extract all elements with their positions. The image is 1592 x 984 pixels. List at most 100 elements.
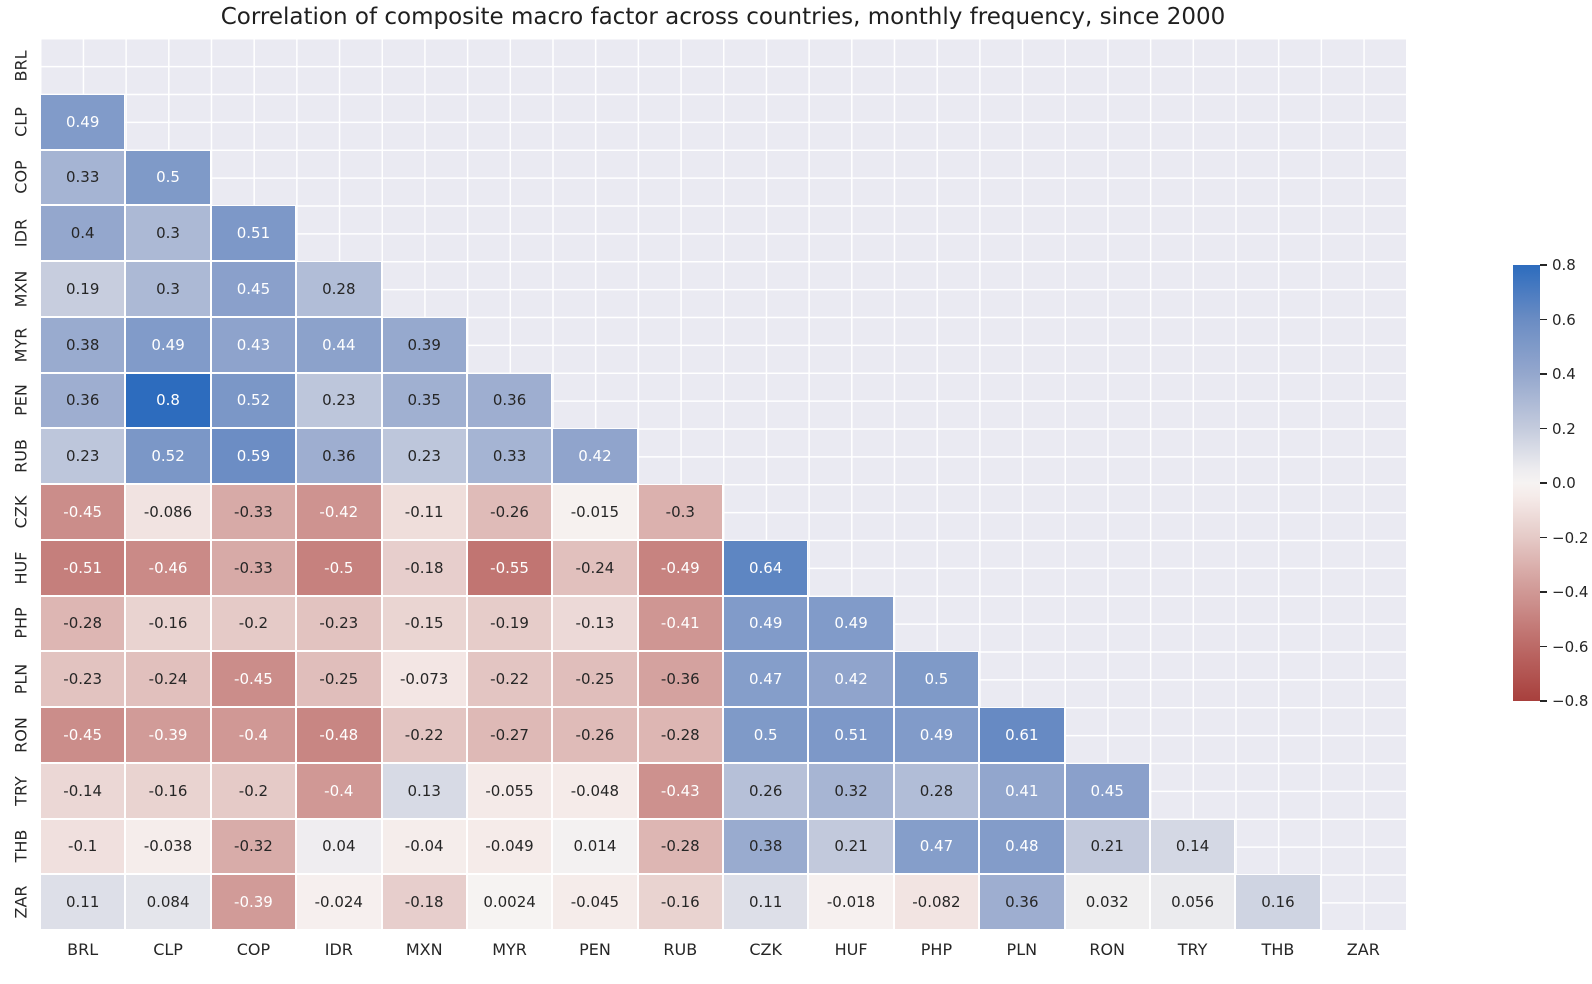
cell-value: 0.51 [236, 224, 271, 243]
y-axis-label: MYR [11, 327, 31, 362]
cell-value: 0.49 [151, 335, 185, 354]
colorbar-gradient [1513, 265, 1540, 701]
heatmap-cell: -0.33 [210, 484, 297, 540]
cell-value: -0.48 [319, 725, 359, 744]
heatmap-cell: 0.47 [893, 818, 980, 875]
cell-value: -0.3 [665, 502, 695, 521]
heatmap-cell: -0.16 [125, 595, 211, 652]
y-axis-label: PEN [11, 384, 31, 417]
y-axis-label: IDR [11, 219, 31, 248]
y-axis-label: BRL [11, 50, 31, 82]
cell-value: -0.16 [148, 614, 188, 633]
heatmap-cell: 0.23 [40, 428, 126, 484]
heatmap-cell: 0.21 [808, 818, 894, 875]
heatmap-cell: 0.64 [723, 539, 809, 596]
cell-value: -0.22 [490, 670, 529, 689]
heatmap-cell: 0.5 [723, 707, 809, 763]
heatmap-cell: -0.18 [381, 874, 467, 930]
heatmap-cell: -0.43 [637, 762, 723, 819]
cell-value: 0.43 [236, 335, 271, 354]
heatmap-cell: 0.61 [979, 707, 1065, 763]
cell-value: 0.11 [748, 893, 783, 912]
cell-value: -0.49 [660, 558, 700, 577]
heatmap-cell: -0.04 [381, 818, 467, 875]
heatmap-cell: 0.41 [979, 762, 1065, 819]
cell-value: -0.2 [238, 614, 269, 633]
cell-value: 0.3 [156, 224, 180, 243]
cell-value: -0.41 [660, 614, 700, 633]
heatmap-cell: 0.49 [808, 595, 894, 652]
heatmap-cell: 0.28 [893, 762, 980, 819]
cell-value: 0.014 [573, 837, 617, 856]
cell-value: 0.36 [65, 391, 100, 410]
heatmap-cell: 0.36 [466, 372, 553, 429]
cell-value: 0.45 [236, 279, 271, 298]
heatmap-cell: -0.49 [637, 539, 723, 596]
colorbar-tick [1540, 536, 1547, 539]
cell-value: -0.23 [319, 614, 359, 633]
heatmap-cell: -0.16 [125, 762, 211, 819]
y-axis-label: RON [11, 717, 31, 753]
heatmap-cell: 0.44 [296, 316, 382, 373]
cell-value: 0.42 [834, 670, 868, 689]
cell-value: -0.24 [575, 558, 615, 577]
x-axis-label: RUB [663, 940, 698, 959]
heatmap-cell: -0.23 [296, 595, 382, 652]
heatmap-cell: 0.47 [723, 651, 809, 707]
y-axis-label: HUF [11, 551, 31, 585]
cell-value: 0.45 [1090, 781, 1124, 800]
cell-value: 0.49 [748, 614, 783, 633]
x-axis-label: CLP [153, 940, 183, 959]
cell-value: 0.47 [748, 670, 783, 689]
colorbar-tick [1540, 373, 1547, 375]
cell-value: 0.36 [1005, 893, 1039, 912]
heatmap-cell: -0.24 [552, 539, 638, 596]
cell-value: -0.39 [148, 725, 188, 744]
heatmap-cell: 0.3 [125, 205, 211, 261]
heatmap-cell: -0.14 [40, 762, 126, 819]
heatmap-cell: 0.38 [723, 818, 809, 875]
colorbar-tick-label: 0.2 [1552, 419, 1576, 438]
cell-value: 0.49 [919, 725, 954, 744]
colorbar-tick [1540, 427, 1547, 430]
cell-value: -0.4 [324, 781, 354, 800]
heatmap-cell: 0.52 [125, 428, 211, 484]
x-axis-label: BRL [67, 940, 99, 959]
y-axis-label: THB [11, 829, 31, 863]
cell-value: -0.33 [234, 558, 273, 577]
x-axis-label: IDR [324, 940, 353, 959]
heatmap-cell: -0.048 [552, 762, 638, 819]
heatmap-cell: -0.11 [381, 484, 467, 540]
heatmap-cell: 0.35 [381, 372, 467, 429]
heatmap-cell: -0.024 [296, 874, 382, 930]
heatmap-cell: 0.4 [40, 205, 126, 261]
colorbar-tick-label: 0.4 [1552, 365, 1576, 383]
cell-value: 0.42 [578, 447, 612, 466]
chart-title: Correlation of composite macro factor ac… [220, 4, 1226, 30]
colorbar-tick [1540, 264, 1547, 266]
cell-value: 0.28 [919, 781, 954, 800]
cell-value: -0.082 [912, 893, 961, 912]
heatmap-cell: 0.26 [723, 762, 809, 819]
cell-value: -0.36 [660, 670, 700, 689]
x-axis-label: COP [236, 940, 271, 959]
cell-value: 0.23 [322, 391, 356, 410]
cell-value: -0.2 [238, 781, 269, 800]
heatmap-cell: -0.39 [125, 707, 211, 763]
heatmap-cell: -0.28 [637, 818, 723, 875]
cell-value: 0.51 [834, 725, 868, 744]
heatmap-cell: -0.2 [210, 595, 297, 652]
heatmap-cell: 0.5 [125, 149, 211, 206]
heatmap-cell: -0.16 [637, 874, 723, 930]
x-axis-label: ZAR [1346, 940, 1380, 959]
cell-value: 0.5 [753, 725, 778, 744]
y-axis-label: MXN [11, 270, 31, 308]
heatmap-cell: -0.23 [40, 651, 126, 707]
y-axis-label: CZK [11, 495, 31, 529]
heatmap-cell: 0.33 [40, 149, 126, 206]
cell-value: -0.4 [238, 725, 269, 744]
heatmap-cell: -0.48 [296, 707, 382, 763]
cell-value: 0.23 [407, 447, 441, 466]
heatmap-cell: -0.082 [893, 874, 980, 930]
heatmap-cell: -0.086 [125, 484, 211, 540]
